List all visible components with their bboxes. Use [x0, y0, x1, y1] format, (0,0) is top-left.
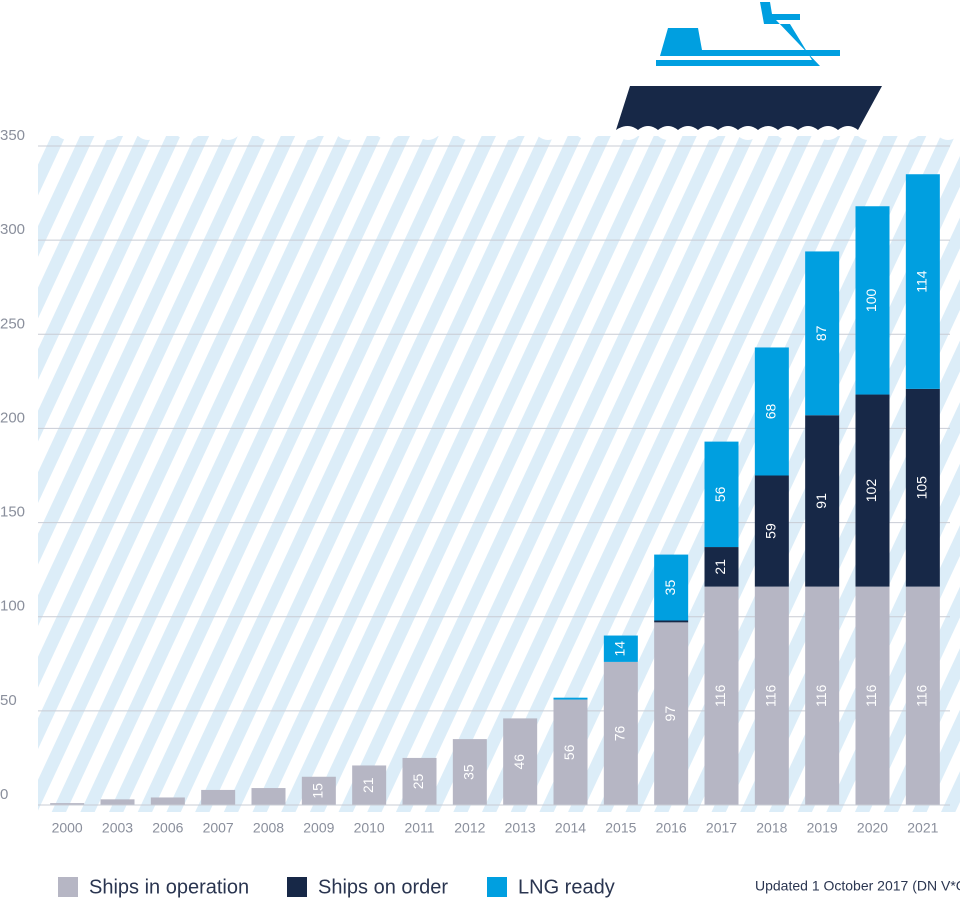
- bar-segment: [150, 797, 185, 805]
- y-tick-label: 350: [0, 127, 25, 144]
- data-label: 35: [461, 764, 477, 780]
- bar-segment: [503, 718, 538, 805]
- y-tick-label: 100: [0, 598, 25, 615]
- bar-segment: [654, 620, 689, 623]
- y-tick-label: 250: [0, 315, 25, 332]
- x-tick-label: 2014: [555, 820, 586, 836]
- x-tick-label: 2020: [857, 820, 888, 836]
- bar-segment: [805, 586, 840, 805]
- bar-segment: [754, 586, 789, 805]
- data-label: 116: [712, 684, 728, 707]
- legend-swatch: [58, 877, 78, 897]
- data-label: 56: [712, 486, 728, 502]
- x-tick-label: 2017: [706, 820, 737, 836]
- y-tick-label: 50: [0, 692, 17, 709]
- x-tick-label: 2007: [203, 820, 234, 836]
- x-tick-label: 2006: [152, 820, 183, 836]
- bar-segment: [201, 789, 236, 805]
- data-label: 102: [863, 479, 879, 503]
- x-tick-label: 2019: [807, 820, 838, 836]
- x-tick-label: 2003: [102, 820, 133, 836]
- bar-segment: [402, 757, 437, 805]
- data-label: 15: [310, 783, 326, 799]
- x-tick-label: 2021: [907, 820, 938, 836]
- y-tick-label: 300: [0, 221, 25, 238]
- data-label: 91: [813, 493, 829, 509]
- data-label: 87: [813, 325, 829, 341]
- data-label: 46: [511, 754, 527, 770]
- bar-segment: [704, 586, 739, 805]
- data-label: 14: [612, 641, 628, 657]
- bar-segment: [905, 388, 940, 587]
- bar-segment: [704, 547, 739, 587]
- bar-segment: [754, 347, 789, 476]
- data-label: 100: [863, 289, 879, 313]
- bar-segment: [553, 699, 588, 805]
- bar-segment: [855, 394, 890, 587]
- bar-segment: [452, 739, 487, 805]
- y-tick-label: 0: [0, 786, 8, 803]
- data-label: 35: [662, 580, 678, 596]
- data-label: 59: [763, 523, 779, 539]
- x-tick-label: 2010: [354, 820, 385, 836]
- data-label: 68: [763, 403, 779, 419]
- x-tick-label: 2000: [52, 820, 83, 836]
- legend-label: Ships on order: [318, 876, 448, 898]
- annotation: Updated 1 October 2017 (DN V*GL): [755, 878, 960, 894]
- y-tick-label: 150: [0, 504, 25, 521]
- data-label: 105: [914, 476, 930, 500]
- ship-icon: [616, 2, 882, 130]
- bar-segment: [50, 803, 85, 805]
- x-tick-label: 2011: [404, 820, 434, 836]
- bar-segment: [805, 251, 840, 416]
- x-tick-label: 2012: [454, 820, 485, 836]
- legend-label: LNG ready: [518, 876, 615, 898]
- data-label: 21: [712, 559, 728, 575]
- y-tick-label: 200: [0, 409, 25, 426]
- bar-segment: [754, 475, 789, 587]
- x-tick-label: 2013: [505, 820, 536, 836]
- bar-segment: [301, 776, 336, 805]
- x-tick-label: 2008: [253, 820, 284, 836]
- legend-label: Ships in operation: [89, 876, 249, 898]
- data-label: 21: [360, 777, 376, 793]
- bar-segment: [654, 554, 689, 621]
- bar-segment: [855, 586, 890, 805]
- data-label: 116: [813, 684, 829, 707]
- x-tick-label: 2009: [303, 820, 334, 836]
- data-label: 25: [410, 773, 426, 789]
- data-label: 116: [863, 684, 879, 707]
- data-label: 76: [612, 725, 628, 741]
- bar-segment: [553, 697, 588, 700]
- x-tick-label: 2018: [756, 820, 787, 836]
- bar-segment: [654, 622, 689, 805]
- bar-segment: [855, 206, 890, 395]
- legend-swatch: [287, 877, 307, 897]
- data-label: 97: [662, 706, 678, 722]
- legend-swatch: [487, 877, 507, 897]
- bar-segment: [100, 799, 135, 805]
- bar-segment: [603, 635, 638, 662]
- bar-segment: [905, 586, 940, 805]
- bar-segment: [251, 788, 286, 805]
- data-label: 56: [561, 744, 577, 760]
- bar-segment: [603, 661, 638, 805]
- bar-segment: [905, 174, 940, 389]
- data-label: 116: [914, 684, 930, 707]
- bar-segment: [352, 765, 387, 805]
- bar-segment: [704, 441, 739, 548]
- data-label: 116: [763, 684, 779, 707]
- x-tick-label: 2016: [656, 820, 687, 836]
- data-label: 114: [914, 270, 930, 293]
- bar-segment: [805, 415, 840, 587]
- x-tick-label: 2015: [605, 820, 636, 836]
